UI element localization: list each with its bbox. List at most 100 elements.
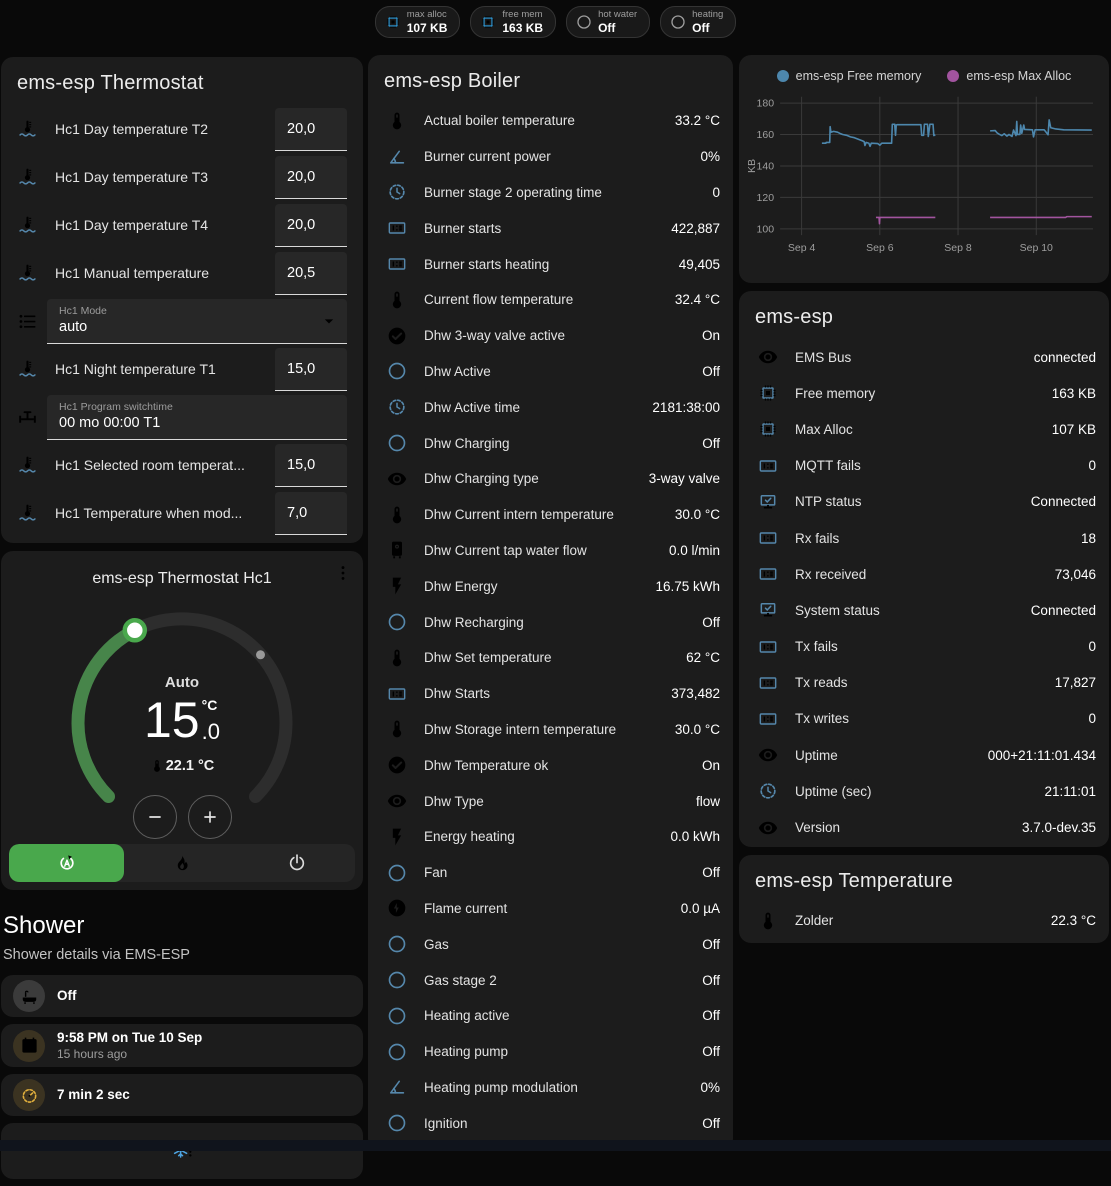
thermometer-water-icon: [17, 455, 38, 476]
entity-row[interactable]: System status Connected: [739, 592, 1109, 628]
entity-row[interactable]: Burner current power 0%: [368, 139, 733, 175]
thermostat-dial[interactable]: [62, 603, 302, 843]
entity-label: Tx fails: [795, 639, 838, 655]
number-input[interactable]: 7,0: [275, 491, 347, 535]
number-input[interactable]: 20,0: [275, 203, 347, 247]
number-input[interactable]: 20,5: [275, 251, 347, 295]
entity-label: Version: [795, 820, 841, 836]
entity-row[interactable]: Uptime (sec) 21:11:01: [739, 773, 1109, 809]
entity-row[interactable]: Burner stage 2 operating time 0: [368, 175, 733, 211]
entity-row[interactable]: Dhw Current tap water flow 0.0 l/min: [368, 533, 733, 569]
entity-row[interactable]: Max Alloc 107 KB: [739, 411, 1109, 447]
entity-icon: [758, 818, 778, 838]
entity-row[interactable]: Dhw Temperature ok On: [368, 747, 733, 783]
number-input[interactable]: 20,0: [275, 155, 347, 199]
temp-increase-button[interactable]: [187, 795, 232, 839]
shower-item[interactable]: 9:58 PM on Tue 10 Sep 15 hours ago: [1, 1024, 363, 1068]
entity-icon: [758, 911, 778, 931]
entity-row[interactable]: Tx fails 0: [739, 629, 1109, 665]
entity-row[interactable]: Ignition Off: [368, 1105, 733, 1141]
entity-row[interactable]: Dhw 3-way valve active On: [368, 318, 733, 354]
entity-row[interactable]: Dhw Active Off: [368, 354, 733, 390]
thermometer-water-icon: [17, 119, 38, 140]
entity-row[interactable]: Current flow temperature 32.4 °C: [368, 282, 733, 318]
entity-row[interactable]: Dhw Set temperature 62 °C: [368, 640, 733, 676]
entity-row[interactable]: Dhw Active time 2181:38:00: [368, 389, 733, 425]
more-menu-icon[interactable]: [333, 563, 353, 583]
entity-row[interactable]: Rx fails 18: [739, 520, 1109, 556]
entity-row[interactable]: Version 3.7.0-dev.35: [739, 809, 1109, 845]
entity-row[interactable]: Hc1 Program switchtime 00 mo 00:00 T1: [1, 393, 363, 441]
number-input[interactable]: 15,0: [275, 443, 347, 487]
status-chip[interactable]: free mem 163 KB: [470, 6, 557, 38]
entity-row[interactable]: Gas stage 2 Off: [368, 962, 733, 998]
entity-row[interactable]: Burner starts heating 49,405: [368, 246, 733, 282]
frost-card[interactable]: [1, 1123, 363, 1180]
entity-icon: [387, 1113, 407, 1133]
shower-item[interactable]: 7 min 2 sec: [1, 1074, 363, 1117]
entity-row[interactable]: Actual boiler temperature 33.2 °C: [368, 103, 733, 139]
hvac-mode-button[interactable]: [240, 844, 355, 882]
status-chip[interactable]: heating Off: [660, 6, 737, 38]
entity-row[interactable]: Heating pump Off: [368, 1034, 733, 1070]
legend-item[interactable]: ems-esp Free memory: [776, 69, 921, 83]
entity-row[interactable]: Hc1 Day temperature T2 20,0: [1, 105, 363, 153]
entity-row[interactable]: Hc1 Mode auto: [1, 297, 363, 345]
entity-row[interactable]: Rx received 73,046: [739, 556, 1109, 592]
entity-row[interactable]: Tx reads 17,827: [739, 665, 1109, 701]
chip-icon: [576, 14, 592, 30]
entity-row[interactable]: Heating active Off: [368, 998, 733, 1034]
entity-row[interactable]: Fan Off: [368, 855, 733, 891]
status-chip[interactable]: hot water Off: [566, 6, 651, 38]
entity-row[interactable]: Dhw Recharging Off: [368, 604, 733, 640]
entity-row[interactable]: Dhw Charging Off: [368, 425, 733, 461]
shower-item[interactable]: Off: [1, 975, 363, 1017]
entity-row[interactable]: Hc1 Day temperature T4 20,0: [1, 201, 363, 249]
text-input[interactable]: Hc1 Program switchtime 00 mo 00:00 T1: [47, 394, 347, 440]
entity-row[interactable]: Uptime 000+21:11:01.434: [739, 737, 1109, 773]
entity-row[interactable]: MQTT fails 0: [739, 448, 1109, 484]
temp-decrease-button[interactable]: [132, 795, 177, 839]
hvac-mode-button[interactable]: [9, 844, 125, 882]
number-input[interactable]: 15,0: [275, 347, 347, 391]
entity-row[interactable]: Hc1 Selected room temperat... 15,0: [1, 441, 363, 489]
entity-value: 32.4 °C: [674, 292, 720, 308]
number-input[interactable]: 20,0: [275, 107, 347, 151]
entity-value: 3.7.0-dev.35: [1021, 820, 1096, 836]
entity-row[interactable]: Hc1 Day temperature T3 20,0: [1, 153, 363, 201]
card-title: ems-esp Thermostat Hc1: [92, 570, 272, 587]
entity-row[interactable]: Hc1 Manual temperature 20,5: [1, 249, 363, 297]
entity-row[interactable]: Hc1 Night temperature T1 15,0: [1, 345, 363, 393]
status-chip[interactable]: max alloc 107 KB: [374, 6, 461, 38]
entity-row[interactable]: Flame current 0.0 µA: [368, 891, 733, 927]
legend-item[interactable]: ems-esp Max Alloc: [947, 69, 1071, 83]
entity-row[interactable]: Dhw Current intern temperature 30.0 °C: [368, 497, 733, 533]
entity-row[interactable]: Gas Off: [368, 926, 733, 962]
entity-row[interactable]: Zolder 22.3 °C: [739, 903, 1109, 939]
legend-label: ems-esp Max Alloc: [966, 69, 1072, 83]
entity-row[interactable]: Hc1 Temperature when mod... 7,0: [1, 489, 363, 537]
entity-row[interactable]: Heating pump modulation 0%: [368, 1070, 733, 1106]
chevron-down-icon[interactable]: [319, 311, 339, 331]
entity-row[interactable]: Dhw Type flow: [368, 783, 733, 819]
entity-row[interactable]: Energy heating 0.0 kWh: [368, 819, 733, 855]
entity-icon: [758, 673, 778, 693]
entity-row[interactable]: Free memory 163 KB: [739, 375, 1109, 411]
select-input[interactable]: Hc1 Mode auto: [47, 298, 347, 344]
entity-row[interactable]: NTP status Connected: [739, 484, 1109, 520]
list-icon: [17, 311, 38, 332]
entity-row[interactable]: Tx writes 0: [739, 701, 1109, 737]
entity-value: On: [701, 757, 720, 773]
hvac-mode-button[interactable]: [124, 844, 239, 882]
entity-row[interactable]: Dhw Energy 16.75 kWh: [368, 568, 733, 604]
entity-row[interactable]: Dhw Storage intern temperature 30.0 °C: [368, 712, 733, 748]
entity-row[interactable]: EMS Bus connected: [739, 339, 1109, 375]
entity-value: 30.0 °C: [674, 721, 720, 737]
entity-icon: [387, 791, 407, 811]
current-temperature: 22.1 °C: [150, 758, 214, 774]
dial-handle[interactable]: [122, 618, 148, 643]
entity-label: Zolder: [795, 913, 834, 929]
entity-row[interactable]: Dhw Charging type 3-way valve: [368, 461, 733, 497]
entity-row[interactable]: Burner starts 422,887: [368, 210, 733, 246]
entity-row[interactable]: Dhw Starts 373,482: [368, 676, 733, 712]
